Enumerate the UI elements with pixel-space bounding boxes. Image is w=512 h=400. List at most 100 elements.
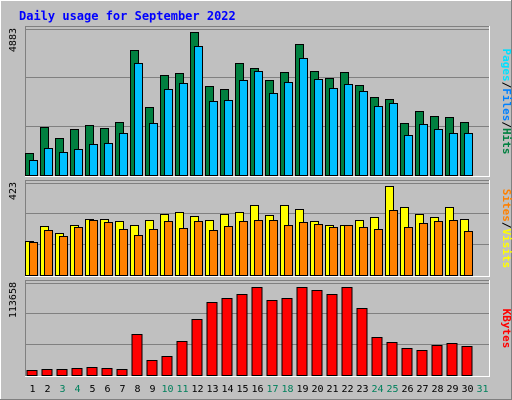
x-tick-label: 10 <box>161 384 173 395</box>
sites-bar <box>239 221 248 276</box>
x-tick-label: 22 <box>341 384 353 395</box>
kbytes-bar <box>236 294 248 376</box>
x-tick-label: 14 <box>221 384 233 395</box>
files-bar <box>344 84 353 176</box>
files-bar <box>44 148 53 176</box>
files-bar <box>209 101 218 176</box>
files-bar <box>59 152 68 176</box>
sites-bar <box>104 222 113 276</box>
kbytes-bar <box>41 369 53 376</box>
sites-bar <box>209 230 218 276</box>
kbytes-bar <box>56 369 68 376</box>
series-axis-label: KBytes <box>500 309 512 349</box>
x-tick-label: 30 <box>461 384 473 395</box>
sites-bar <box>314 224 323 276</box>
sites-bar <box>404 227 413 276</box>
kbytes-bar <box>401 348 413 376</box>
sites-bar <box>344 225 353 276</box>
files-bar <box>224 100 233 176</box>
kbytes-bar <box>296 287 308 376</box>
sites-bar <box>179 228 188 276</box>
x-tick-label: 9 <box>149 384 155 395</box>
kbytes-bar <box>221 298 233 376</box>
bars-layer <box>25 32 473 376</box>
kbytes-bar <box>356 308 368 376</box>
x-tick-label: 3 <box>59 384 65 395</box>
files-bar <box>299 58 308 176</box>
kbytes-bar <box>191 319 203 376</box>
files-bar <box>284 82 293 176</box>
kbytes-bar <box>26 370 38 376</box>
files-bar <box>74 149 83 176</box>
x-tick-label: 24 <box>371 384 383 395</box>
x-tick-label: 17 <box>266 384 278 395</box>
sites-bar <box>89 220 98 276</box>
x-tick-label: 1 <box>29 384 35 395</box>
y-max-labels: 4883 423 113658 <box>8 28 19 318</box>
files-bar <box>359 91 368 176</box>
sites-bar <box>224 226 233 276</box>
x-tick-label: 6 <box>104 384 110 395</box>
kbytes-bar <box>341 287 353 376</box>
x-tick-label: 18 <box>281 384 293 395</box>
files-bar <box>134 63 143 176</box>
kbytes-bar <box>461 346 473 376</box>
sites-bar <box>59 236 68 276</box>
sites-bar <box>374 229 383 276</box>
x-tick-label: 12 <box>191 384 203 395</box>
x-tick-label: 16 <box>251 384 263 395</box>
y-max-label: 423 <box>8 182 19 200</box>
x-tick-label: 8 <box>134 384 140 395</box>
x-tick-label: 28 <box>431 384 443 395</box>
files-bar <box>314 79 323 176</box>
x-tick-label: 26 <box>401 384 413 395</box>
sites-bar <box>329 227 338 276</box>
sites-bar <box>434 221 443 276</box>
files-bar <box>464 133 473 176</box>
kbytes-bar <box>386 342 398 376</box>
kbytes-bar <box>371 337 383 376</box>
x-tick-label: 31 <box>476 384 488 395</box>
y-max-label: 113658 <box>8 282 19 318</box>
x-tick-label: 4 <box>74 384 80 395</box>
files-bar <box>329 88 338 176</box>
kbytes-bar <box>161 356 173 376</box>
x-tick-label: 27 <box>416 384 428 395</box>
kbytes-bar <box>431 345 443 376</box>
files-bar <box>119 133 128 176</box>
x-tick-label: 13 <box>206 384 218 395</box>
files-bar <box>179 83 188 176</box>
kbytes-bar <box>116 369 128 376</box>
files-bar <box>29 160 38 176</box>
sites-bar <box>464 231 473 276</box>
x-tick-label: 7 <box>119 384 125 395</box>
kbytes-bar <box>251 287 263 376</box>
kbytes-bar <box>281 298 293 376</box>
sites-bar <box>164 221 173 276</box>
kbytes-bar <box>311 290 323 376</box>
sites-bar <box>194 221 203 276</box>
sites-bar <box>269 220 278 276</box>
x-tick-label: 11 <box>176 384 188 395</box>
sites-bar <box>389 210 398 276</box>
files-bar <box>389 103 398 176</box>
sites-bar <box>119 229 128 276</box>
kbytes-bar <box>206 302 218 376</box>
x-tick-label: 29 <box>446 384 458 395</box>
kbytes-bar <box>146 360 158 376</box>
sites-bar <box>44 230 53 276</box>
kbytes-bar <box>131 334 143 376</box>
sites-bar <box>299 222 308 276</box>
x-tick-label: 2 <box>44 384 50 395</box>
sites-bar <box>74 227 83 276</box>
x-tick-label: 19 <box>296 384 308 395</box>
kbytes-bar <box>101 368 113 376</box>
chart-title: Daily usage for September 2022 <box>19 9 236 23</box>
kbytes-bar <box>266 300 278 376</box>
series-axis-label: Pages/Files/Hits <box>500 49 512 155</box>
x-tick-labels: 1 2 3 4 5 6 7 8 9 10 11 12 13 14 15 16 17 18 19 20 21 22 23 24 2… <box>29 384 488 395</box>
kbytes-bar <box>416 350 428 376</box>
x-tick-label: 21 <box>326 384 338 395</box>
files-bar <box>254 71 263 176</box>
